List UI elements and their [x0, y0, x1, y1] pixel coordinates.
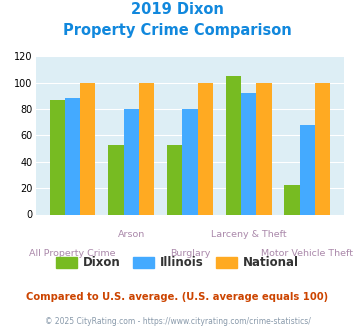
Bar	[198, 82, 213, 214]
Bar	[315, 82, 330, 214]
Bar	[139, 82, 154, 214]
Bar	[300, 125, 315, 214]
Text: 2019 Dixon: 2019 Dixon	[131, 2, 224, 16]
Bar	[50, 100, 65, 214]
Bar	[108, 145, 124, 214]
Bar	[167, 145, 182, 214]
Text: Motor Vehicle Theft: Motor Vehicle Theft	[261, 249, 354, 258]
Bar	[241, 93, 256, 214]
Bar	[80, 82, 95, 214]
Text: © 2025 CityRating.com - https://www.cityrating.com/crime-statistics/: © 2025 CityRating.com - https://www.city…	[45, 317, 310, 326]
Text: All Property Crime: All Property Crime	[29, 249, 116, 258]
Bar	[182, 109, 198, 214]
Text: Compared to U.S. average. (U.S. average equals 100): Compared to U.S. average. (U.S. average …	[26, 292, 329, 302]
Text: Property Crime Comparison: Property Crime Comparison	[63, 23, 292, 38]
Bar	[284, 185, 300, 214]
Text: Larceny & Theft: Larceny & Theft	[211, 230, 286, 239]
Bar	[256, 82, 272, 214]
Text: Burglary: Burglary	[170, 249, 210, 258]
Bar	[124, 109, 139, 214]
Bar	[226, 76, 241, 215]
Text: Arson: Arson	[118, 230, 145, 239]
Legend: Dixon, Illinois, National: Dixon, Illinois, National	[51, 252, 304, 274]
Bar	[65, 98, 80, 214]
